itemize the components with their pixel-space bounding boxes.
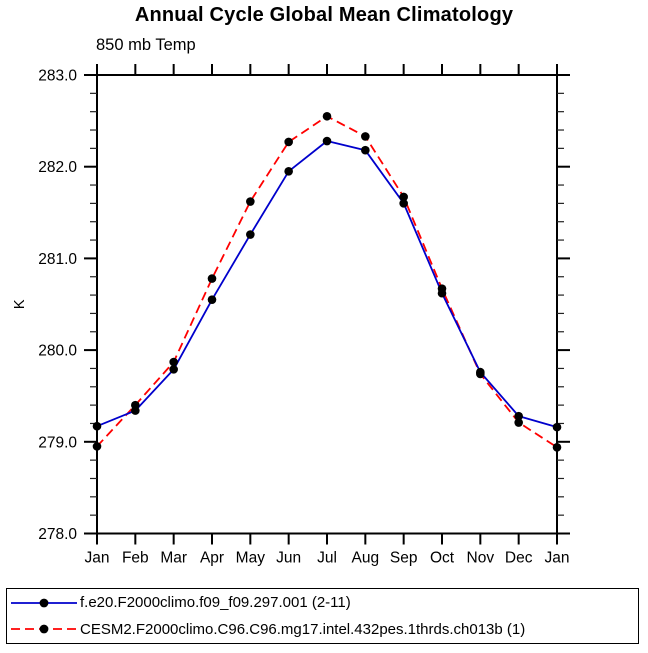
- series-line-dashed: [96, 115, 558, 449]
- data-point-marker-s0-0: [92, 421, 102, 431]
- x-tick-label: May: [236, 550, 266, 567]
- chart-subtitle: 850 mb Temp: [96, 36, 196, 54]
- legend-solid-line-sample: [11, 598, 77, 608]
- data-point-marker-s0-5: [284, 166, 293, 176]
- data-point-marker-s1-7: [361, 132, 370, 141]
- data-point-marker-s0-2: [169, 365, 178, 374]
- x-tick-label: Nov: [467, 550, 495, 567]
- y-axis-title: K: [12, 299, 28, 309]
- data-point-marker-s1-6: [322, 111, 332, 121]
- legend-entry-series-1: CESM2.F2000climo.C96.C96.mg17.intel.432p…: [7, 617, 638, 642]
- legend-entry-series-0: f.e20.F2000climo.f09_f09.297.001 (2-11): [7, 590, 638, 615]
- data-point-marker-s1-0: [92, 442, 102, 451]
- y-tick-label: 278.0: [38, 526, 77, 543]
- line-chart: Jan Feb Mar Apr May Jun Jul Aug Sep Oct Nov Dec Jan 2…: [12, 64, 570, 567]
- data-point-marker-s1-3: [207, 274, 217, 283]
- x-tick-label: Jan: [545, 550, 570, 567]
- legend-marker-dot: [39, 598, 49, 608]
- x-tick-label: Jan: [85, 550, 110, 567]
- x-tick-label: Jul: [317, 550, 337, 567]
- data-point-marker-s1-1: [131, 400, 140, 410]
- data-point-marker-s1-4: [246, 197, 255, 206]
- x-tick-label: Feb: [122, 550, 149, 567]
- legend-label-series-0: f.e20.F2000climo.f09_f09.297.001 (2-11): [80, 594, 351, 612]
- data-point-marker-s1-2: [169, 357, 178, 367]
- x-tick-label: Aug: [352, 550, 380, 567]
- data-point-marker-s0-4: [246, 230, 255, 239]
- y-tick-label: 280.0: [38, 343, 77, 360]
- data-point-marker-s1-12: [552, 443, 562, 452]
- data-point-marker-s0-3: [207, 295, 217, 304]
- y-tick-label: 281.0: [38, 251, 77, 268]
- x-tick-label: Mar: [160, 550, 187, 567]
- data-point-marker-s1-9: [437, 284, 447, 293]
- data-point-marker-s1-11: [514, 418, 523, 427]
- x-tick-label: Oct: [430, 550, 455, 567]
- data-point-marker-s1-8: [399, 192, 408, 202]
- data-point-marker-s0-7: [361, 145, 370, 155]
- x-tick-label: Sep: [390, 550, 418, 567]
- y-tick-label: 279.0: [38, 434, 77, 451]
- legend-dashed-line-sample: [11, 624, 77, 634]
- y-tick-label: 283.0: [38, 68, 77, 85]
- legend-label-series-1: CESM2.F2000climo.C96.C96.mg17.intel.432p…: [80, 620, 526, 638]
- data-point-marker-s0-6: [322, 136, 332, 146]
- data-point-marker-s0-12: [552, 422, 562, 432]
- chart-legend: f.e20.F2000climo.f09_f09.297.001 (2-11) …: [6, 588, 639, 644]
- data-point-marker-s0-8: [399, 199, 408, 208]
- x-tick-label: Dec: [505, 550, 533, 567]
- data-point-marker-s0-11: [514, 411, 523, 421]
- legend-marker-dot: [39, 624, 49, 634]
- data-point-marker-s1-10: [476, 369, 485, 379]
- y-tick-label: 282.0: [38, 159, 77, 176]
- x-tick-label: Apr: [200, 550, 224, 567]
- x-tick-label: Jun: [276, 550, 301, 567]
- chart-title: Annual Cycle Global Mean Climatology: [134, 4, 514, 26]
- data-point-marker-s1-5: [284, 137, 293, 147]
